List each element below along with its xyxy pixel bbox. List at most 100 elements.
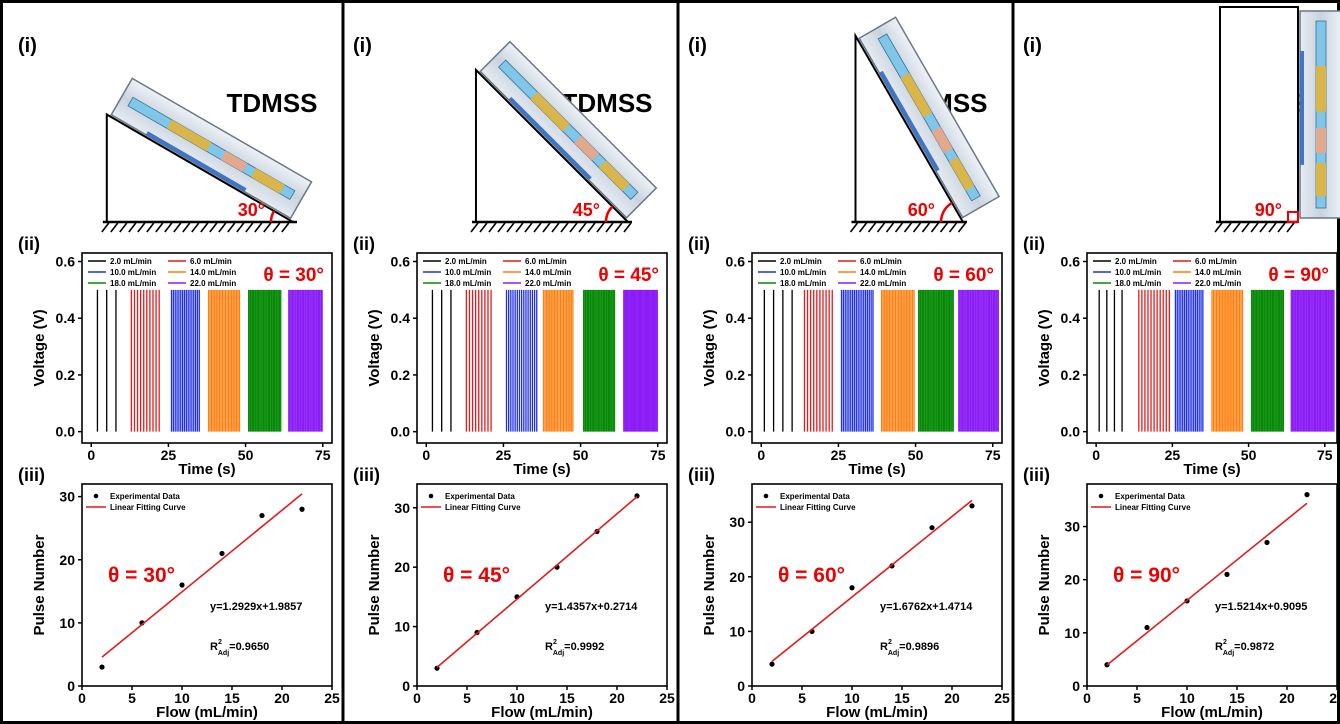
y-tick-label: 0.0 xyxy=(56,424,76,440)
x-tick-label: 75 xyxy=(1317,447,1333,463)
incline-drawing: 60° xyxy=(849,16,1001,233)
x-axis-label: Time (s) xyxy=(513,461,570,478)
ground-hatch xyxy=(948,222,958,233)
angle-arc xyxy=(939,201,953,223)
y-axis-label: Pulse Number xyxy=(1036,534,1053,635)
ground-hatch xyxy=(533,222,542,233)
y-axis-label: Pulse Number xyxy=(366,534,383,635)
data-point xyxy=(99,664,105,670)
ground-hatch xyxy=(263,222,272,233)
y-tick-label: 0.0 xyxy=(1061,424,1081,440)
legend-label: Experimental Data xyxy=(780,492,850,501)
ground-hatch xyxy=(236,222,245,233)
y-tick-label: 0.4 xyxy=(56,310,76,326)
legend-label: 6.0 mL/min xyxy=(860,257,902,266)
x-tick-label: 5 xyxy=(1133,690,1141,706)
theta-annotation: θ = 45° xyxy=(443,564,510,587)
ground-hatch xyxy=(1241,222,1250,233)
angle-arc xyxy=(269,210,276,223)
legend-label: 6.0 mL/min xyxy=(1195,257,1237,266)
x-tick-label: 20 xyxy=(1279,690,1295,706)
x-axis-label: Flow (mL/min) xyxy=(826,704,928,721)
x-tick-label: 5 xyxy=(128,690,136,706)
plot-frame xyxy=(81,252,333,444)
plot-frame xyxy=(751,252,1003,444)
legend-label: 14.0 mL/min xyxy=(860,268,906,277)
legend-swatch xyxy=(93,493,99,499)
y-axis-label: Pulse Number xyxy=(701,534,718,635)
r-squared-base: R xyxy=(1215,641,1223,653)
y-tick-label: 0.4 xyxy=(391,310,411,326)
legend-label: 22.0 mL/min xyxy=(1195,279,1241,288)
x-tick-label: 0 xyxy=(78,690,86,706)
legend-swatch xyxy=(1098,493,1104,499)
ground-hatch xyxy=(119,222,128,233)
ground-hatch xyxy=(605,222,614,233)
ground-hatch xyxy=(506,222,515,233)
ground-hatch xyxy=(272,222,281,233)
device-electrode xyxy=(145,131,247,192)
r-squared-base: R xyxy=(210,641,218,653)
y-tick-label: 0.2 xyxy=(726,367,746,383)
x-tick-label: 10 xyxy=(509,690,525,706)
theta-annotation: θ = 90° xyxy=(1268,265,1329,286)
y-tick-label: 30 xyxy=(729,514,745,530)
theta-annotation: θ = 60° xyxy=(778,564,845,587)
x-axis-label: Time (s) xyxy=(1183,461,1240,478)
y-axis-label: Voltage (V) xyxy=(701,309,718,386)
legend-label: 18.0 mL/min xyxy=(1115,279,1161,288)
ground-hatch xyxy=(227,222,236,233)
y-tick-label: 0 xyxy=(737,678,745,694)
ground-hatch xyxy=(578,222,587,233)
ground-hatch xyxy=(1286,222,1295,233)
ground-hatch xyxy=(930,222,940,233)
legend-label: 14.0 mL/min xyxy=(190,268,236,277)
x-tick-label: 0 xyxy=(413,690,421,706)
ground-hatch xyxy=(921,222,931,233)
y-tick-label: 20 xyxy=(729,569,745,585)
incline-drawing: 90° xyxy=(1214,6,1340,233)
ground-hatch xyxy=(885,222,895,233)
ground-hatch xyxy=(587,222,596,233)
x-tick-label: 25 xyxy=(659,690,675,706)
r-squared-sup: 2 xyxy=(553,639,557,646)
ground-hatch xyxy=(173,222,182,233)
legend-label: 22.0 mL/min xyxy=(860,279,906,288)
x-tick-label: 0 xyxy=(1092,447,1100,463)
panel-label: (ii) xyxy=(688,234,710,254)
ground-hatch xyxy=(281,222,290,233)
r-squared: R2 Adj=0.9992 xyxy=(545,639,604,657)
plot-frame xyxy=(1086,483,1338,687)
ground-hatch xyxy=(191,222,200,233)
x-tick-label: 20 xyxy=(609,690,625,706)
device-slug xyxy=(931,126,953,154)
device xyxy=(479,40,658,219)
legend-label: 10.0 mL/min xyxy=(1115,268,1161,277)
x-tick-label: 15 xyxy=(559,690,575,706)
data-point xyxy=(849,585,855,591)
y-axis-label: Voltage (V) xyxy=(1036,309,1053,386)
theta-annotation: θ = 60° xyxy=(933,265,994,286)
y-tick-label: 10 xyxy=(59,615,75,631)
ground-hatch xyxy=(1250,222,1259,233)
r-squared-base: R xyxy=(880,641,888,653)
legend-label: 14.0 mL/min xyxy=(525,268,571,277)
ground-hatch xyxy=(912,222,922,233)
ground-hatch xyxy=(1277,222,1286,233)
device-electrode xyxy=(508,96,592,181)
legend-label: Linear Fitting Curve xyxy=(780,503,856,512)
r-squared-sub: Adj xyxy=(553,650,564,657)
x-axis-label: Flow (mL/min) xyxy=(1161,704,1263,721)
y-tick-label: 20 xyxy=(59,552,75,568)
y-tick-label: 30 xyxy=(59,489,75,505)
r-squared-sup: 2 xyxy=(1223,639,1227,646)
x-tick-label: 5 xyxy=(798,690,806,706)
fit-line xyxy=(101,493,303,658)
ground-hatch xyxy=(876,222,886,233)
y-tick-label: 10 xyxy=(1064,625,1080,641)
legend-label: 2.0 mL/min xyxy=(1115,257,1157,266)
ground-hatch xyxy=(128,222,137,233)
ground-hatch xyxy=(596,222,605,233)
ground-hatch xyxy=(155,222,164,233)
fit-equation: y=1.5214x+0.9095 xyxy=(1215,601,1307,613)
